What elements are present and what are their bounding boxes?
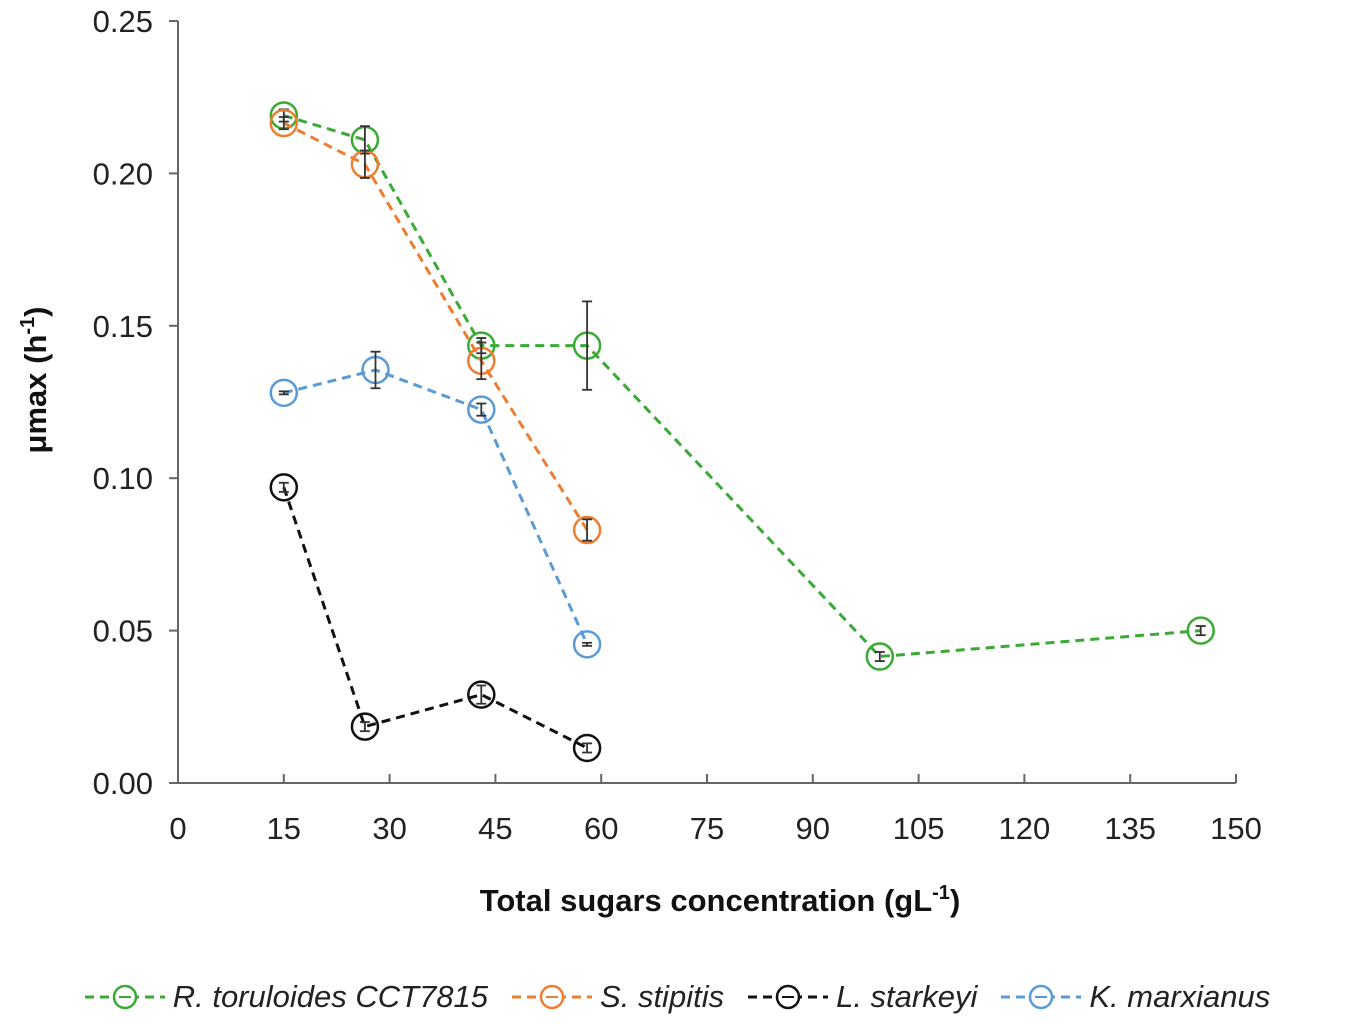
y-tick-label: 0.05 <box>93 614 153 649</box>
data-point <box>467 395 496 424</box>
series-s-stipitis <box>269 108 602 545</box>
data-point <box>1186 616 1215 645</box>
data-point <box>467 680 496 709</box>
x-tick-label: 135 <box>1104 811 1156 846</box>
series-line <box>282 486 588 750</box>
x-tick-label: 75 <box>690 811 724 846</box>
legend-label: R. toruloides CCT7815 <box>172 979 489 1014</box>
data-point <box>572 630 602 659</box>
data-point <box>350 712 380 741</box>
data-point <box>572 733 602 763</box>
x-tick-label: 105 <box>893 811 945 846</box>
x-tick-label: 150 <box>1210 811 1262 846</box>
x-tick-label: 15 <box>267 811 301 846</box>
legend: R. toruloides CCT7815 S. stipitis L. stark… <box>0 972 1353 1022</box>
y-tick-label: 0.15 <box>93 309 153 344</box>
x-tick-label: 90 <box>796 811 830 846</box>
legend-swatch <box>84 984 165 1010</box>
series-line <box>283 368 589 645</box>
data-point <box>572 515 602 545</box>
y-tick-label: 0.00 <box>93 766 153 801</box>
x-tick-label: 45 <box>478 811 512 846</box>
x-tick-label: 30 <box>372 811 406 846</box>
legend-swatch <box>1001 984 1082 1010</box>
x-tick-label: 120 <box>999 811 1051 846</box>
data-point <box>269 473 299 502</box>
x-tick-label: 60 <box>584 811 618 846</box>
y-tick-label: 0.25 <box>93 4 153 39</box>
series-l-starkeyi <box>269 473 602 763</box>
series-r-toruloides-cct7815 <box>269 101 1215 671</box>
x-tick-label: 0 <box>169 811 186 846</box>
legend-swatch <box>748 984 829 1010</box>
chart: 0.00 0.05 0.10 0.15 0.20 0.25 0 15 30 45 60 75 90 10… <box>17 4 1262 918</box>
y-axis-title: μmax (h-1) <box>17 306 53 453</box>
legend-item: L. starkeyi <box>746 979 977 1015</box>
plot-area <box>269 101 1215 763</box>
legend-item: S. stipitis <box>510 979 724 1015</box>
series-line <box>283 114 1201 659</box>
y-tick-label: 0.20 <box>93 156 153 191</box>
legend-label: S. stipitis <box>600 979 725 1014</box>
data-point <box>269 108 299 138</box>
legend-swatch <box>512 984 593 1010</box>
series-line <box>283 121 589 531</box>
data-point <box>865 642 895 671</box>
legend-label: L. starkeyi <box>836 979 978 1014</box>
x-axis-title: Total sugars concentration (gL-1) <box>480 882 961 918</box>
legend-item: R. toruloides CCT7815 <box>83 979 488 1015</box>
x-axis: 0 15 30 45 60 75 90 105 120 135 150 <box>169 774 1262 846</box>
y-axis: 0.00 0.05 0.10 0.15 0.20 0.25 <box>93 4 179 801</box>
series-k-marxianus <box>269 350 602 659</box>
data-point <box>269 378 299 408</box>
legend-item: K. marxianus <box>999 979 1270 1015</box>
legend-label: K. marxianus <box>1089 979 1271 1014</box>
y-tick-label: 0.10 <box>93 461 153 496</box>
